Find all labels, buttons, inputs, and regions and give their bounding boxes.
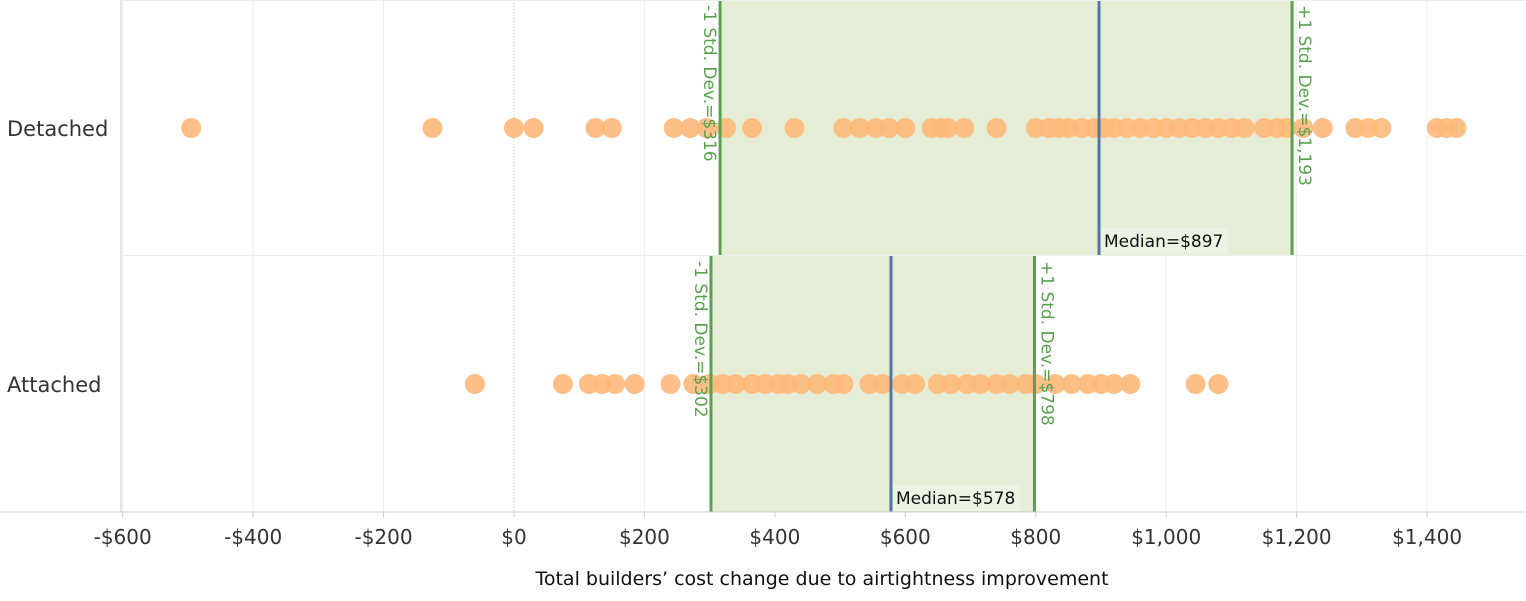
data-point [970, 374, 991, 394]
x-tick-label: -$400 [224, 525, 282, 549]
data-point [552, 374, 573, 394]
data-point [1312, 118, 1333, 138]
plus-std-dev-label: +1 Std. Dev.=$798 [1036, 261, 1056, 426]
axes: -$600 -$400 -$200 $0 $200 $400 $600 $800 $1,000 $… [0, 0, 1526, 549]
x-tick-label: $200 [619, 525, 670, 549]
x-tick-label: -$200 [354, 525, 412, 549]
minus-std-dev-label: -1 Std. Dev.=$316 [699, 5, 719, 162]
data-point [624, 374, 645, 394]
data-point [422, 118, 443, 138]
data-point [504, 118, 524, 138]
data-point [181, 118, 202, 138]
data-point [725, 374, 746, 394]
x-tick-label: -$600 [94, 525, 152, 549]
data-point [464, 374, 485, 394]
data-point [1371, 118, 1392, 138]
data-point [784, 118, 805, 138]
median-label-background [1101, 228, 1229, 254]
data-point [585, 118, 606, 138]
data-point [1120, 374, 1141, 394]
median-label-background [892, 485, 1021, 511]
minus-std-dev-label: -1 Std. Dev.=$302 [690, 261, 710, 418]
data-point [986, 118, 1007, 138]
data-point [905, 374, 926, 394]
x-tick-label: $0 [501, 525, 526, 549]
x-tick-label: $400 [749, 525, 800, 549]
plus-std-dev-label: +1 Std. Dev.=$1,193 [1294, 5, 1314, 186]
data-point [833, 374, 854, 394]
data-point [1446, 118, 1467, 138]
reference-lines [709, 0, 1294, 512]
x-tick-label: $800 [1010, 525, 1061, 549]
x-tick-label: $600 [880, 525, 931, 549]
median-label-group: Median=$897 [1101, 228, 1229, 254]
data-point [879, 118, 900, 138]
data-point [1061, 374, 1082, 394]
data-point [999, 374, 1020, 394]
data-point [660, 374, 681, 394]
data-point [849, 118, 870, 138]
x-tick-label: $1,000 [1131, 525, 1201, 549]
data-point [954, 118, 975, 138]
data-point [790, 374, 811, 394]
x-tick-label: $1,400 [1392, 525, 1462, 549]
data-point [872, 374, 893, 394]
data-point [523, 118, 544, 138]
x-tick-label: $1,200 [1262, 525, 1332, 549]
data-point [742, 118, 763, 138]
data-point [605, 374, 626, 394]
data-point [663, 118, 684, 138]
data-point [937, 118, 958, 138]
row-label-detached: Detached [7, 117, 108, 141]
row-label-attached: Attached [7, 373, 101, 397]
x-axis-title: Total builders’ cost change due to airti… [534, 568, 1108, 590]
data-point [807, 374, 828, 394]
data-point [1293, 118, 1314, 138]
data-point [1208, 374, 1229, 394]
median-label-group: Median=$578 [892, 485, 1021, 511]
data-point [1045, 374, 1066, 394]
data-point [940, 374, 961, 394]
data-point [833, 118, 854, 138]
data-point [895, 118, 916, 138]
data-point [1185, 374, 1206, 394]
median-label: Median=$578 [896, 489, 1015, 509]
data-points [181, 118, 1467, 394]
reference-labels: -1 Std. Dev.=$316 +1 Std. Dev.=$1,193 Medi… [690, 5, 1314, 511]
data-point [680, 118, 701, 138]
data-point [696, 118, 717, 138]
data-point [683, 374, 704, 394]
data-point [1104, 374, 1125, 394]
median-label: Median=$897 [1104, 232, 1223, 252]
data-point [1234, 118, 1255, 138]
data-point [601, 118, 622, 138]
